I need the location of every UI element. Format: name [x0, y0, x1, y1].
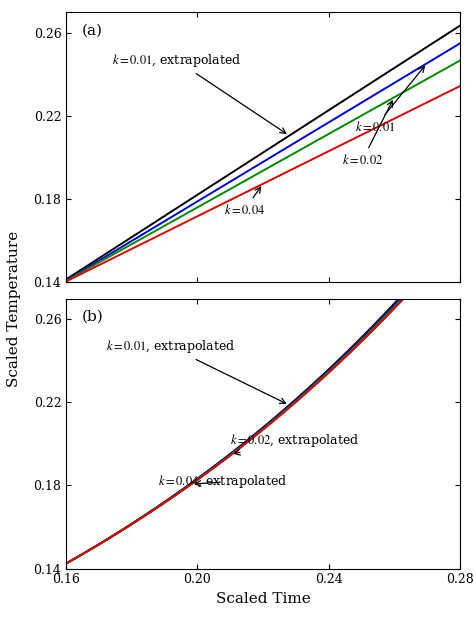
X-axis label: Scaled Time: Scaled Time: [216, 592, 310, 606]
Text: (b): (b): [82, 310, 104, 323]
Text: $k = 0.02$, extrapolated: $k = 0.02$, extrapolated: [230, 432, 360, 455]
Text: $k = 0.02$: $k = 0.02$: [342, 101, 392, 167]
Text: $k = 0.04$: $k = 0.04$: [224, 187, 265, 217]
Text: $k = 0.01$, extrapolated: $k = 0.01$, extrapolated: [106, 339, 285, 404]
Text: $k = 0.01$: $k = 0.01$: [355, 67, 424, 133]
Text: (a): (a): [82, 23, 103, 37]
Text: $k = 0.04$, extrapolated: $k = 0.04$, extrapolated: [158, 473, 288, 491]
Text: Scaled Temperature: Scaled Temperature: [7, 231, 21, 387]
Text: $k = 0.01$, extrapolated: $k = 0.01$, extrapolated: [112, 53, 286, 133]
